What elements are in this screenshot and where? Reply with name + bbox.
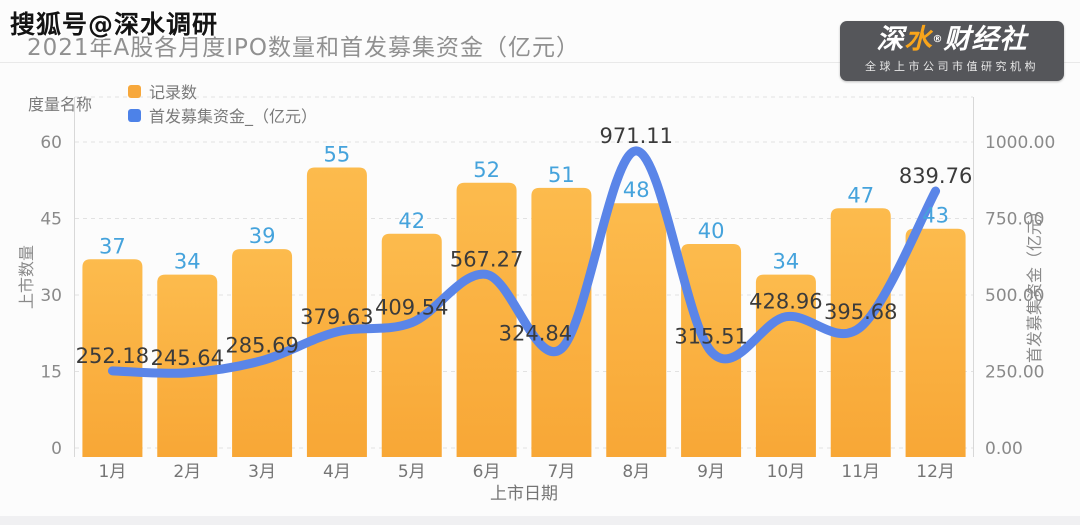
line-value-label: 428.96 bbox=[749, 290, 822, 314]
y-axis-tick-left: 15 bbox=[40, 363, 62, 383]
brand-logo-part1: 深 bbox=[876, 24, 905, 55]
line-value-label: 379.63 bbox=[300, 305, 373, 329]
bar-1月 bbox=[82, 259, 143, 457]
bar-value-label: 47 bbox=[847, 183, 874, 207]
x-axis-label: 6月 bbox=[473, 462, 501, 482]
x-axis-label: 2月 bbox=[173, 462, 201, 482]
brand-logo-part2: 水 bbox=[904, 24, 933, 55]
y-axis-tick-left: 60 bbox=[40, 133, 62, 153]
y-axis-tick-right: 750.00 bbox=[985, 210, 1044, 230]
registered-mark-icon: ® bbox=[932, 34, 944, 45]
y-axis-title-right: 首发募集资金（亿元） bbox=[1025, 203, 1044, 363]
x-axis-label: 1月 bbox=[99, 462, 127, 482]
y-axis-tick-right: 0.00 bbox=[985, 439, 1023, 459]
line-value-label: 245.64 bbox=[151, 346, 224, 370]
bar-value-label: 39 bbox=[249, 224, 276, 248]
bar-7月 bbox=[531, 187, 592, 457]
bar-value-label: 51 bbox=[548, 163, 575, 187]
bar-value-label: 52 bbox=[473, 158, 500, 182]
bar-value-label: 48 bbox=[623, 178, 650, 202]
brand-logo-text: 深水®财经社 bbox=[840, 25, 1064, 55]
x-axis-label: 9月 bbox=[697, 462, 725, 482]
x-axis-title: 上市日期 bbox=[490, 484, 558, 504]
bar-5月 bbox=[381, 233, 442, 457]
bar-12月 bbox=[905, 228, 966, 457]
x-axis-label: 5月 bbox=[398, 462, 426, 482]
bar-value-label: 40 bbox=[698, 219, 725, 243]
y-axis-tick-left: 0 bbox=[51, 439, 62, 459]
legend-swatch-icon bbox=[128, 108, 142, 122]
line-value-label: 567.27 bbox=[450, 247, 523, 271]
line-value-label: 252.18 bbox=[76, 344, 149, 368]
bar-2月 bbox=[157, 274, 218, 457]
line-value-label: 285.69 bbox=[225, 334, 298, 358]
bar-11月 bbox=[830, 208, 891, 457]
line-value-label: 324.84 bbox=[499, 322, 572, 346]
line-value-label: 839.76 bbox=[899, 164, 972, 188]
brand-logo-part3: 财经社 bbox=[943, 24, 1028, 55]
legend: 度量名称 记录数首发募集资金_（亿元） bbox=[28, 79, 351, 127]
bar-value-label: 42 bbox=[398, 209, 425, 233]
line-value-label: 315.51 bbox=[674, 324, 747, 348]
legend-item-label: 首发募集资金_（亿元） bbox=[149, 107, 318, 126]
bar-6月 bbox=[456, 182, 517, 458]
x-axis-label: 12月 bbox=[916, 462, 955, 482]
bar-3月 bbox=[232, 249, 293, 457]
line-value-label: 395.68 bbox=[824, 300, 897, 324]
y-axis-tick-right: 500.00 bbox=[985, 286, 1044, 306]
x-axis-label: 10月 bbox=[767, 462, 806, 482]
bar-value-label: 34 bbox=[773, 250, 800, 274]
y-axis-tick-left: 30 bbox=[40, 286, 62, 306]
legend-swatch-icon bbox=[128, 84, 142, 98]
funds-line bbox=[107, 146, 941, 378]
legend-title: 度量名称 bbox=[28, 95, 93, 114]
y-axis-tick-right: 250.00 bbox=[985, 363, 1044, 383]
bar-value-label: 43 bbox=[922, 204, 949, 228]
bar-value-label: 55 bbox=[324, 143, 351, 167]
y-axis-tick-left: 45 bbox=[40, 210, 62, 230]
bar-4月 bbox=[306, 167, 367, 457]
legend-item-0[interactable]: 记录数 bbox=[128, 79, 317, 103]
bar-8月 bbox=[606, 203, 667, 457]
line-value-label: 971.11 bbox=[600, 124, 673, 148]
y-axis-tick-right: 1000.00 bbox=[985, 133, 1055, 153]
x-axis-label: 4月 bbox=[323, 462, 351, 482]
x-axis-label: 7月 bbox=[548, 462, 576, 482]
brand-logo-tagline: 全球上市公司市值研究机构 bbox=[865, 60, 1039, 73]
brand-logo: 深水®财经社 全球上市公司市值研究机构 bbox=[840, 21, 1064, 81]
x-axis-label: 3月 bbox=[248, 462, 276, 482]
footer-strip bbox=[0, 516, 1080, 525]
y-axis-title-left: 上市数量 bbox=[17, 245, 36, 309]
page-title: 2021年A股各月度IPO数量和首发募集资金（亿元） bbox=[27, 35, 581, 61]
legend-items: 记录数首发募集资金_（亿元） bbox=[128, 79, 351, 127]
x-axis-label: 8月 bbox=[622, 462, 650, 482]
x-axis-label: 11月 bbox=[841, 462, 880, 482]
line-value-label: 409.54 bbox=[375, 296, 448, 320]
header-divider bbox=[0, 62, 1080, 63]
legend-item-1[interactable]: 首发募集资金_（亿元） bbox=[128, 103, 317, 127]
bar-value-label: 37 bbox=[99, 234, 126, 258]
watermark: 搜狐号@深水调研 bbox=[10, 10, 219, 39]
bar-value-label: 34 bbox=[174, 250, 201, 274]
legend-item-label: 记录数 bbox=[149, 83, 198, 102]
